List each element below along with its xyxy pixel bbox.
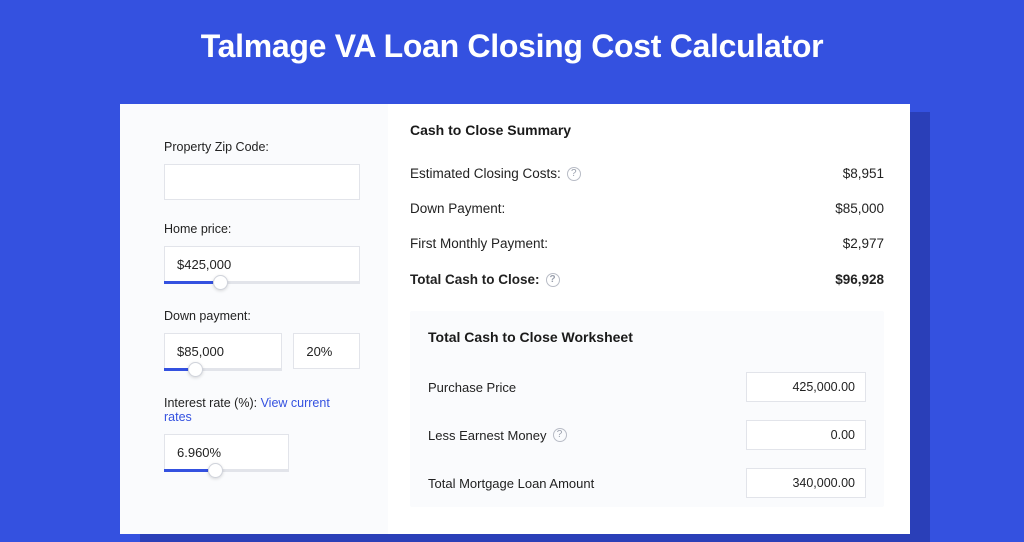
summary-total-value: $96,928 — [835, 272, 884, 287]
page-title: Talmage VA Loan Closing Cost Calculator — [0, 0, 1024, 99]
summary-label: Down Payment: — [410, 201, 505, 216]
summary-row-closing-costs: Estimated Closing Costs: ? $8,951 — [410, 156, 884, 191]
summary-row-first-payment: First Monthly Payment: $2,977 — [410, 226, 884, 261]
zip-input[interactable] — [164, 164, 360, 200]
summary-row-total: Total Cash to Close: ? $96,928 — [410, 261, 884, 297]
inputs-panel: Property Zip Code: Home price: Down paym… — [120, 104, 388, 534]
down-payment-label: Down payment: — [164, 309, 360, 323]
interest-rate-slider-thumb[interactable] — [208, 463, 223, 478]
home-price-slider-fill — [164, 281, 213, 284]
calculator-card: Property Zip Code: Home price: Down paym… — [120, 104, 910, 534]
results-panel: Cash to Close Summary Estimated Closing … — [388, 104, 910, 534]
worksheet-input-purchase-price[interactable] — [746, 372, 866, 402]
worksheet-input-earnest-money[interactable] — [746, 420, 866, 450]
home-price-slider-thumb[interactable] — [213, 275, 228, 290]
zip-label: Property Zip Code: — [164, 140, 360, 154]
interest-rate-label: Interest rate (%): View current rates — [164, 396, 360, 424]
interest-rate-slider-fill — [164, 469, 208, 472]
worksheet-label: Total Mortgage Loan Amount — [428, 476, 594, 491]
down-payment-pct-input[interactable] — [293, 333, 360, 369]
home-price-label: Home price: — [164, 222, 360, 236]
worksheet-row-earnest-money: Less Earnest Money ? — [428, 411, 866, 459]
home-price-slider[interactable] — [164, 281, 360, 287]
summary-row-down-payment: Down Payment: $85,000 — [410, 191, 884, 226]
down-payment-field-group: Down payment: — [164, 309, 360, 374]
worksheet-panel: Total Cash to Close Worksheet Purchase P… — [410, 311, 884, 507]
down-payment-slider[interactable] — [164, 368, 282, 374]
interest-rate-input[interactable] — [164, 434, 289, 470]
summary-label: Estimated Closing Costs: — [410, 166, 561, 181]
home-price-input[interactable] — [164, 246, 360, 282]
worksheet-label: Less Earnest Money — [428, 428, 547, 443]
summary-total-label: Total Cash to Close: — [410, 272, 540, 287]
home-price-field-group: Home price: — [164, 222, 360, 287]
worksheet-row-purchase-price: Purchase Price — [428, 363, 866, 411]
help-icon[interactable]: ? — [553, 428, 567, 442]
down-payment-slider-fill — [164, 368, 188, 371]
help-icon[interactable]: ? — [567, 167, 581, 181]
interest-rate-slider[interactable] — [164, 469, 289, 475]
interest-rate-label-text: Interest rate (%): — [164, 396, 261, 410]
help-icon[interactable]: ? — [546, 273, 560, 287]
zip-field-group: Property Zip Code: — [164, 140, 360, 200]
down-payment-slider-thumb[interactable] — [188, 362, 203, 377]
worksheet-input-mortgage-amount[interactable] — [746, 468, 866, 498]
summary-heading: Cash to Close Summary — [410, 122, 884, 138]
summary-value: $85,000 — [835, 201, 884, 216]
worksheet-heading: Total Cash to Close Worksheet — [428, 329, 866, 345]
summary-value: $2,977 — [843, 236, 884, 251]
summary-value: $8,951 — [843, 166, 884, 181]
worksheet-label: Purchase Price — [428, 380, 516, 395]
interest-rate-field-group: Interest rate (%): View current rates — [164, 396, 360, 475]
down-payment-input[interactable] — [164, 333, 282, 369]
summary-label: First Monthly Payment: — [410, 236, 548, 251]
worksheet-row-mortgage-amount: Total Mortgage Loan Amount — [428, 459, 866, 507]
